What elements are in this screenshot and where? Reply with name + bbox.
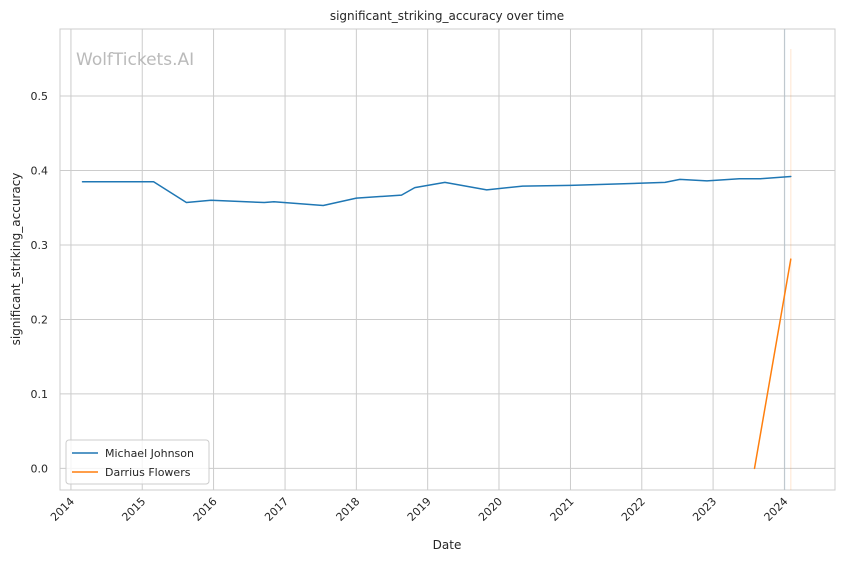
x-tick-label-2021: 2021 (548, 495, 577, 524)
legend-box (65, 439, 210, 485)
y-tick-label-0.0: 0.0 (31, 462, 49, 475)
x-tick-label-2022: 2022 (619, 495, 648, 524)
watermark: WolfTickets.AI (76, 50, 194, 70)
marker-lines (784, 29, 792, 490)
x-tick-label-2018: 2018 (333, 495, 362, 524)
legend: Michael Johnson Darrius Flowers (65, 439, 210, 485)
y-tick-label-0.1: 0.1 (31, 388, 49, 401)
y-axis-ticks: 0.0 0.1 0.2 0.3 0.4 0.5 (31, 90, 49, 475)
x-tick-label-2023: 2023 (690, 495, 719, 524)
plot-area (59, 28, 836, 491)
x-tick-label-2024: 2024 (762, 495, 791, 524)
x-tick-label-2016: 2016 (191, 495, 220, 524)
y-tick-label-0.3: 0.3 (31, 239, 49, 252)
x-tick-label-2020: 2020 (476, 495, 505, 524)
series-line-darrius-flowers (753, 258, 792, 470)
y-tick-label-0.2: 0.2 (31, 313, 49, 326)
legend-label-michael-johnson: Michael Johnson (105, 447, 194, 460)
y-tick-label-0.4: 0.4 (31, 165, 49, 178)
chart-title: significant_striking_accuracy over time (330, 9, 564, 23)
series-layer (81, 175, 792, 470)
y-axis-label: significant_striking_accuracy (9, 173, 23, 346)
x-tick-label-2015: 2015 (119, 495, 148, 524)
series-line-michael-johnson (81, 175, 792, 207)
x-tick-label-2019: 2019 (405, 495, 434, 524)
y-tick-label-0.5: 0.5 (31, 90, 49, 103)
legend-label-darrius-flowers: Darrius Flowers (105, 466, 191, 479)
x-axis-ticks: 2014 2015 2016 2017 2018 2019 2020 2021 2022 2023… (48, 495, 790, 524)
x-tick-label-2017: 2017 (262, 495, 291, 524)
x-axis-label: Date (433, 538, 462, 552)
x-tick-label-2014: 2014 (48, 495, 77, 524)
